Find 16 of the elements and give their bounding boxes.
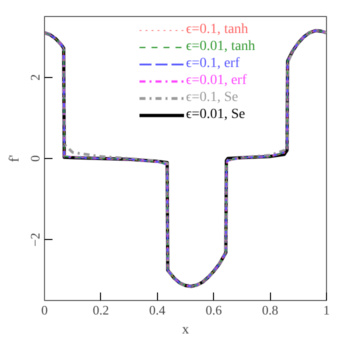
legend-label: ϵ=0.01, tanh — [186, 39, 256, 55]
legend-label: ϵ=0.01, Se — [186, 107, 246, 123]
x-axis-title: x — [182, 322, 189, 338]
x-tick-label: 0.2 — [92, 302, 110, 318]
legend-label: ϵ=0.1, erf — [186, 56, 240, 72]
y-tick-label: −2 — [28, 232, 42, 247]
legend-label: ϵ=0.1, Se — [186, 90, 238, 106]
x-tick-label: 1 — [323, 302, 330, 318]
legend-label: ϵ=0.1, tanh — [186, 22, 248, 38]
x-tick-label: 0.6 — [206, 302, 222, 318]
y-tick-label: 2 — [28, 74, 42, 81]
legend-label: ϵ=0.01, erf — [186, 73, 247, 89]
y-axis-title: f' — [8, 154, 22, 162]
y-tick-label: 0 — [28, 155, 42, 162]
x-tick-label: 0.8 — [262, 302, 278, 318]
x-tick-label: 0.4 — [149, 302, 166, 318]
